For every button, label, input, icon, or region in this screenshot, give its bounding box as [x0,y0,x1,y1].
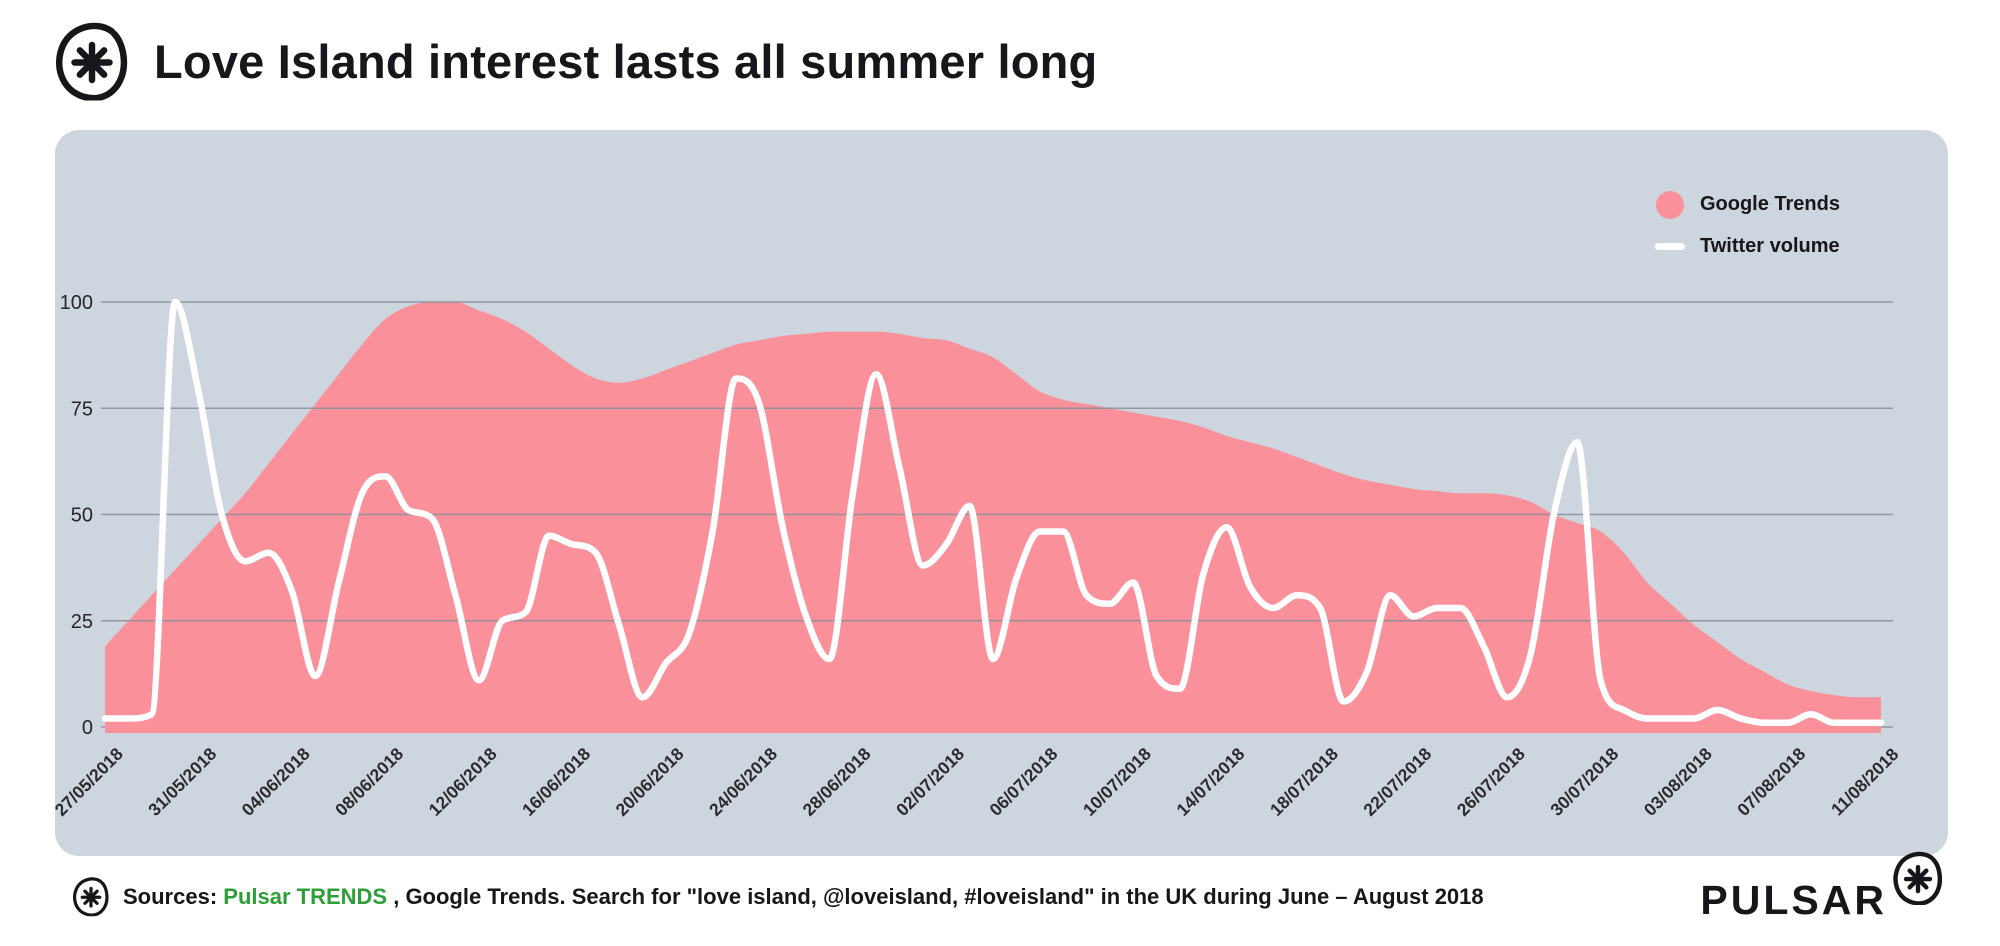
chart-canvas: 0 25 50 75 100 27/05/2018 31/05/2018 04/06/2018… [55,292,1903,820]
legend-label: Twitter volume [1699,235,1840,257]
sources-line: Sources: Pulsar TRENDS , Google Trends. … [72,876,1484,917]
y-tick-label: 50 [71,505,93,527]
chart-panel: 0 25 50 75 100 27/05/2018 31/05/2018 04/06/2018… [55,130,1948,856]
google-trends-swatch-icon [1655,190,1684,219]
pulsar-brand-mark-icon [1892,850,1944,906]
sources-rest: , Google Trends. Search for "love island… [387,883,1484,909]
x-tick-label: 26/07/2018 [1453,744,1529,820]
page-title: Love Island interest lasts all summer lo… [154,34,1098,88]
chart-legend: Google Trends Twitter volume [1654,190,1840,261]
sources-text: Sources: Pulsar TRENDS , Google Trends. … [123,884,1484,910]
sources-pulsar-trends-link[interactable]: Pulsar TRENDS [223,883,388,909]
x-tick-label: 28/06/2018 [799,744,875,820]
x-tick-label: 06/07/2018 [985,744,1061,820]
x-tick-label: 18/07/2018 [1266,744,1342,820]
header: Love Island interest lasts all summer lo… [54,20,1097,102]
x-tick-label: 12/06/2018 [425,744,501,820]
legend-label: Google Trends [1699,193,1840,215]
x-tick-label: 04/06/2018 [238,744,314,820]
x-tick-label: 03/08/2018 [1640,744,1716,820]
x-tick-label: 24/06/2018 [705,744,781,820]
legend-item-twitter-volume: Twitter volume [1654,232,1840,261]
line-twitter-volume [101,298,1885,727]
x-tick-label: 20/06/2018 [612,744,688,820]
x-tick-label: 02/07/2018 [892,744,968,820]
pulsar-brand: PULSAR [1700,850,1944,924]
x-tick-label: 16/06/2018 [518,744,594,820]
x-tick-label: 27/05/2018 [55,744,127,820]
x-tick-label: 14/07/2018 [1172,744,1248,820]
pulsar-logo-icon [54,20,130,102]
x-tick-label: 10/07/2018 [1079,744,1155,820]
sources-prefix: Sources: [123,883,218,909]
x-tick-label: 22/07/2018 [1359,744,1435,820]
x-tick-label: 30/07/2018 [1546,744,1622,820]
legend-item-google-trends: Google Trends [1655,190,1840,219]
y-tick-label: 25 [71,611,93,633]
x-tick-label: 07/08/2018 [1733,744,1809,820]
area-google-trends [105,302,1881,733]
x-tick-label: 11/08/2018 [1827,744,1903,820]
twitter-volume-swatch-icon [1654,243,1685,250]
x-tick-label: 31/05/2018 [144,744,220,820]
y-tick-label: 75 [71,398,93,420]
pulsar-mini-logo-icon [72,876,110,917]
x-tick-label: 08/06/2018 [331,744,407,820]
pulsar-wordmark: PULSAR [1700,877,1887,923]
y-tick-label: 100 [60,292,93,314]
y-tick-label: 0 [82,717,93,739]
